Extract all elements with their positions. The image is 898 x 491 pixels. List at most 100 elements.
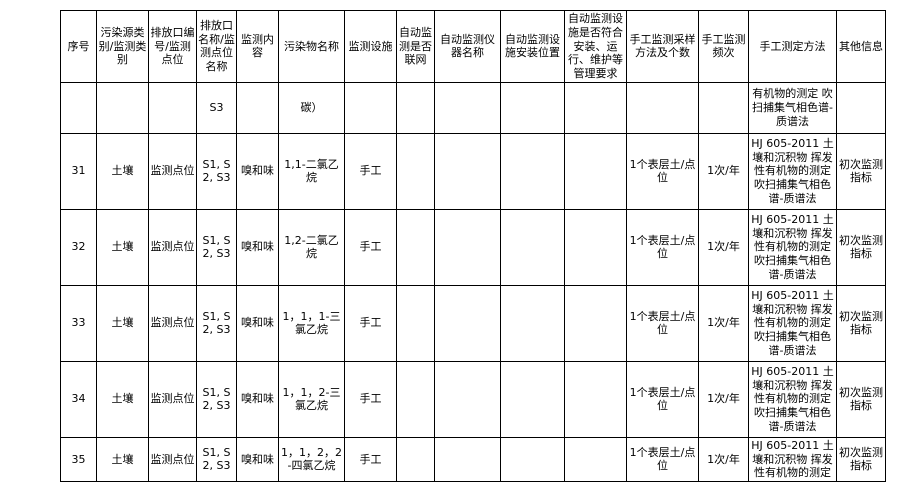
cell-auto-compliance <box>564 436 627 483</box>
cell-manual-method: HJ 605-2011 土壤和沉积物 挥发性有机物的测定 <box>748 436 837 483</box>
cell-manual-sampling: 1个表层土/点位 <box>626 284 699 362</box>
cell-pollutant-name: 1，1，2，2-四氯乙烷 <box>278 436 345 483</box>
cell-monitor-facility: 手工 <box>344 132 397 210</box>
cell-auto-instrument <box>434 208 501 286</box>
cell-pollutant-name: 1，1，1-三氯乙烷 <box>278 284 345 362</box>
cell-index: 34 <box>60 360 97 438</box>
cell-auto-networked <box>396 81 435 134</box>
cell-auto-compliance <box>564 132 627 210</box>
cell-outlet-name: S1, S2, S3 <box>196 436 237 483</box>
cell-monitor-content: 嗅和味 <box>236 284 279 362</box>
cell-manual-method: HJ 605-2011 土壤和沉积物 挥发性有机物的测定 吹扫捕集气相色谱-质谱… <box>748 284 837 362</box>
header-cell-auto-compliance: 自动监测设施是否符合安装、运行、维护等管理要求 <box>564 10 627 83</box>
cell-monitor-facility: 手工 <box>344 436 397 483</box>
cell-outlet-code: 监测点位 <box>148 132 197 210</box>
table-row: 31 土壤 监测点位 S1, S2, S3 嗅和味 1,1-二氯乙烷 手工 1个… <box>60 132 886 210</box>
header-cell-other-info: 其他信息 <box>836 10 886 83</box>
cell-outlet-code <box>148 81 197 134</box>
cell-source-type <box>96 81 149 134</box>
cell-auto-install-location <box>500 360 565 438</box>
cell-pollutant-name: 1，1，2-三氯乙烷 <box>278 360 345 438</box>
cell-source-type: 土壤 <box>96 132 149 210</box>
cell-index: 35 <box>60 436 97 483</box>
self-monitoring-table: 序号 污染源类别/监测类别 排放口编号/监测点位 排放口名称/监测点位名称 监测… <box>60 10 886 483</box>
cell-other-info: 初次监测指标 <box>836 284 886 362</box>
cell-index: 33 <box>60 284 97 362</box>
header-cell-outlet-code: 排放口编号/监测点位 <box>148 10 197 83</box>
cell-auto-install-location <box>500 436 565 483</box>
cell-monitor-content <box>236 81 279 134</box>
cell-outlet-code: 监测点位 <box>148 436 197 483</box>
cell-monitor-content: 嗅和味 <box>236 436 279 483</box>
table-row: 34 土壤 监测点位 S1, S2, S3 嗅和味 1，1，2-三氯乙烷 手工 … <box>60 360 886 438</box>
cell-outlet-name: S1, S2, S3 <box>196 360 237 438</box>
header-cell-index: 序号 <box>60 10 97 83</box>
cell-outlet-name: S3 <box>196 81 237 134</box>
cell-auto-networked <box>396 208 435 286</box>
table-row: S3 碳） 有机物的测定 吹扫捕集气相色谱-质谱法 <box>60 81 886 134</box>
cell-manual-method: 有机物的测定 吹扫捕集气相色谱-质谱法 <box>748 81 837 134</box>
cell-outlet-code: 监测点位 <box>148 360 197 438</box>
header-cell-manual-method: 手工测定方法 <box>748 10 837 83</box>
cell-manual-sampling: 1个表层土/点位 <box>626 132 699 210</box>
cell-outlet-name: S1, S2, S3 <box>196 284 237 362</box>
cell-source-type: 土壤 <box>96 284 149 362</box>
cell-auto-install-location <box>500 132 565 210</box>
cell-manual-frequency <box>698 81 749 134</box>
header-cell-auto-networked: 自动监测是否联网 <box>396 10 435 83</box>
header-cell-pollutant-name: 污染物名称 <box>278 10 345 83</box>
cell-auto-instrument <box>434 360 501 438</box>
header-row: 序号 污染源类别/监测类别 排放口编号/监测点位 排放口名称/监测点位名称 监测… <box>60 10 886 83</box>
cell-outlet-name: S1, S2, S3 <box>196 208 237 286</box>
cell-manual-sampling <box>626 81 699 134</box>
cell-pollutant-name: 碳） <box>278 81 345 134</box>
cell-manual-sampling: 1个表层土/点位 <box>626 360 699 438</box>
cell-index: 32 <box>60 208 97 286</box>
cell-monitor-facility: 手工 <box>344 284 397 362</box>
cell-auto-networked <box>396 132 435 210</box>
header-cell-monitor-facility: 监测设施 <box>344 10 397 83</box>
header-cell-outlet-name: 排放口名称/监测点位名称 <box>196 10 237 83</box>
table-header: 序号 污染源类别/监测类别 排放口编号/监测点位 排放口名称/监测点位名称 监测… <box>60 10 886 83</box>
cell-other-info <box>836 81 886 134</box>
cell-monitor-content: 嗅和味 <box>236 360 279 438</box>
cell-source-type: 土壤 <box>96 208 149 286</box>
cell-monitor-content: 嗅和味 <box>236 208 279 286</box>
cell-monitor-facility: 手工 <box>344 208 397 286</box>
cell-manual-frequency: 1次/年 <box>698 208 749 286</box>
cell-auto-networked <box>396 436 435 483</box>
cell-auto-instrument <box>434 132 501 210</box>
cell-manual-frequency: 1次/年 <box>698 360 749 438</box>
cell-outlet-code: 监测点位 <box>148 208 197 286</box>
cell-auto-instrument <box>434 284 501 362</box>
table-row: 35 土壤 监测点位 S1, S2, S3 嗅和味 1，1，2，2-四氯乙烷 手… <box>60 436 886 483</box>
cell-manual-frequency: 1次/年 <box>698 284 749 362</box>
cell-auto-instrument <box>434 81 501 134</box>
cell-auto-install-location <box>500 208 565 286</box>
header-cell-manual-sampling: 手工监测采样方法及个数 <box>626 10 699 83</box>
cell-manual-method: HJ 605-2011 土壤和沉积物 挥发性有机物的测定 吹扫捕集气相色谱-质谱… <box>748 132 837 210</box>
cell-other-info: 初次监测指标 <box>836 208 886 286</box>
document-sheet: 序号 污染源类别/监测类别 排放口编号/监测点位 排放口名称/监测点位名称 监测… <box>0 10 898 491</box>
cell-manual-frequency: 1次/年 <box>698 132 749 210</box>
cell-outlet-name: S1, S2, S3 <box>196 132 237 210</box>
cell-auto-networked <box>396 360 435 438</box>
cell-auto-instrument <box>434 436 501 483</box>
cell-index: 31 <box>60 132 97 210</box>
cell-manual-sampling: 1个表层土/点位 <box>626 436 699 483</box>
cell-monitor-content: 嗅和味 <box>236 132 279 210</box>
cell-auto-compliance <box>564 284 627 362</box>
cell-source-type: 土壤 <box>96 360 149 438</box>
cell-index <box>60 81 97 134</box>
cell-other-info: 初次监测指标 <box>836 360 886 438</box>
header-cell-manual-frequency: 手工监测频次 <box>698 10 749 83</box>
cell-auto-compliance <box>564 208 627 286</box>
cell-auto-compliance <box>564 360 627 438</box>
cell-other-info: 初次监测指标 <box>836 132 886 210</box>
header-cell-auto-instrument: 自动监测仪器名称 <box>434 10 501 83</box>
header-cell-source-type: 污染源类别/监测类别 <box>96 10 149 83</box>
table-body: S3 碳） 有机物的测定 吹扫捕集气相色谱-质谱法 31 土壤 监测点位 S1,… <box>60 81 886 483</box>
cell-pollutant-name: 1,2-二氯乙烷 <box>278 208 345 286</box>
cell-auto-install-location <box>500 81 565 134</box>
cell-other-info: 初次监测指标 <box>836 436 886 483</box>
